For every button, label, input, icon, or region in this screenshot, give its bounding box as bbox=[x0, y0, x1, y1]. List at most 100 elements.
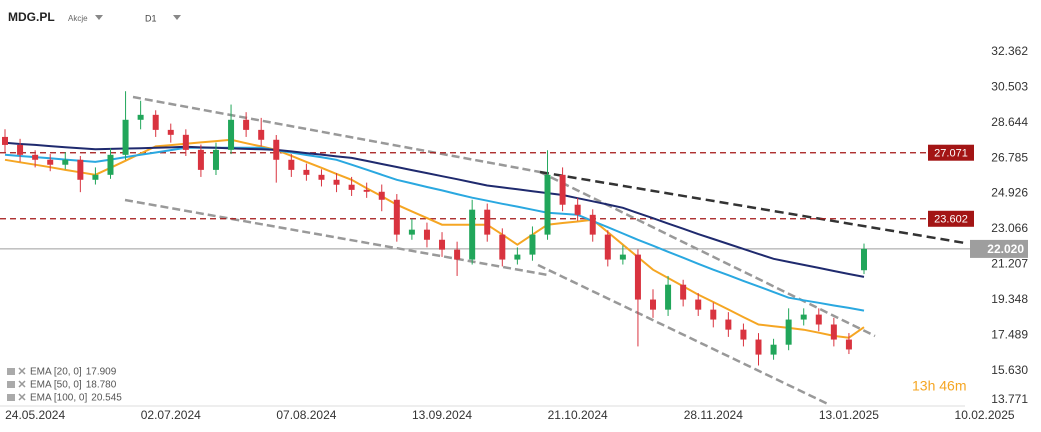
candle-body bbox=[212, 149, 219, 170]
overlays bbox=[4, 138, 865, 339]
current-price-box bbox=[970, 239, 1028, 258]
level-label-box bbox=[928, 210, 974, 227]
level-label: 27.071 bbox=[934, 148, 968, 160]
symbol[interactable]: MDG.PL bbox=[8, 10, 55, 24]
candle-body bbox=[800, 314, 807, 320]
candle-body bbox=[439, 239, 446, 250]
y-tick-label: 23.066 bbox=[991, 221, 1028, 235]
y-tick-label: 21.207 bbox=[991, 257, 1028, 271]
dropdown-icon[interactable] bbox=[173, 15, 181, 20]
candle-body bbox=[499, 234, 506, 260]
legend-icons bbox=[7, 367, 26, 401]
candle-body bbox=[363, 189, 370, 192]
candle-body bbox=[634, 254, 641, 300]
candle-body bbox=[469, 209, 476, 260]
x-tick-label: 02.07.2024 bbox=[141, 408, 201, 422]
y-tick-label: 28.644 bbox=[991, 115, 1028, 129]
ema-line bbox=[4, 138, 865, 339]
legend-icon[interactable] bbox=[7, 381, 15, 388]
dropdown-icon[interactable] bbox=[95, 15, 103, 20]
y-tick-label: 30.503 bbox=[991, 80, 1028, 94]
candle-body bbox=[770, 344, 777, 355]
candle-body bbox=[725, 319, 732, 330]
x-tick-label: 28.11.2024 bbox=[684, 408, 743, 422]
candle-body bbox=[604, 234, 611, 260]
candle-body bbox=[228, 119, 235, 150]
ema-line bbox=[4, 141, 865, 278]
candle-body bbox=[137, 114, 144, 120]
candle-body bbox=[107, 154, 114, 175]
candle-body bbox=[695, 299, 702, 310]
trendline bbox=[539, 170, 876, 338]
ema-line bbox=[4, 146, 865, 312]
candle-body bbox=[393, 199, 400, 235]
y-tick-label: 17.489 bbox=[991, 327, 1028, 341]
candles bbox=[2, 91, 867, 366]
trendline bbox=[132, 95, 541, 174]
legend-icon[interactable] bbox=[7, 394, 15, 401]
candle-body bbox=[77, 159, 84, 180]
y-tick-label: 15.630 bbox=[991, 363, 1028, 377]
candle-body bbox=[47, 159, 54, 165]
candle-body bbox=[333, 179, 340, 185]
candle-body bbox=[408, 229, 415, 235]
y-tick-label: 19.348 bbox=[991, 292, 1028, 306]
candle-body bbox=[303, 169, 310, 175]
legend-value: 20.545 bbox=[91, 393, 122, 404]
candle-body bbox=[273, 139, 280, 160]
level-label: 23.602 bbox=[934, 214, 968, 226]
x-tick-label: 13.09.2024 bbox=[412, 408, 472, 422]
bar-timer: 13h 46m bbox=[912, 378, 966, 394]
interval[interactable]: D1 bbox=[145, 13, 157, 23]
candle-body bbox=[378, 191, 385, 200]
x-tick-label: 21.10.2024 bbox=[548, 408, 608, 422]
candle-body bbox=[258, 129, 265, 140]
candle-body bbox=[92, 174, 99, 180]
market: Akcje bbox=[68, 14, 88, 23]
candle-body bbox=[484, 209, 491, 235]
candle-body bbox=[830, 324, 837, 340]
y-tick-label: 32.362 bbox=[991, 44, 1028, 58]
candle-body bbox=[32, 154, 39, 160]
candle-body bbox=[559, 174, 566, 205]
candle-body bbox=[845, 339, 852, 350]
legend-name[interactable]: EMA [20, 0] bbox=[30, 367, 82, 378]
legend-name[interactable]: EMA [100, 0] bbox=[30, 393, 87, 404]
legend-close[interactable] bbox=[18, 367, 26, 401]
y-tick-label: 24.926 bbox=[991, 186, 1028, 200]
candle-body bbox=[2, 136, 8, 145]
trendline bbox=[537, 263, 831, 407]
candle-body bbox=[619, 254, 626, 260]
legend-icon[interactable] bbox=[7, 368, 15, 375]
candle-body bbox=[197, 149, 204, 170]
candle-body bbox=[62, 159, 69, 165]
candle-body bbox=[740, 329, 747, 340]
candle-body bbox=[288, 159, 295, 170]
candle-body bbox=[423, 229, 430, 240]
current-price-label: 22.020 bbox=[987, 242, 1024, 256]
candle-body bbox=[122, 119, 129, 155]
candle-body bbox=[454, 249, 461, 260]
legend-value: 17.909 bbox=[86, 367, 117, 378]
x-tick-label: 10.02.2025 bbox=[955, 408, 1015, 422]
legend-name[interactable]: EMA [50, 0] bbox=[30, 380, 82, 391]
candle-body bbox=[182, 134, 189, 150]
trendlines bbox=[124, 95, 966, 407]
candle-body bbox=[167, 129, 174, 135]
candle-body bbox=[243, 119, 250, 130]
candle-body bbox=[710, 309, 717, 320]
trendline bbox=[539, 170, 966, 245]
candle-body bbox=[665, 284, 672, 310]
candle-body bbox=[650, 299, 657, 310]
candle-body bbox=[860, 248, 867, 271]
candle-body bbox=[680, 284, 687, 300]
candle-body bbox=[815, 314, 822, 325]
legend-value: 18.780 bbox=[86, 380, 117, 391]
candle-body bbox=[514, 254, 521, 260]
candle-body bbox=[785, 319, 792, 345]
x-tick-label: 13.01.2025 bbox=[819, 408, 879, 422]
candle-body bbox=[544, 174, 551, 235]
level-label-box bbox=[928, 144, 974, 161]
candle-body bbox=[152, 114, 159, 130]
